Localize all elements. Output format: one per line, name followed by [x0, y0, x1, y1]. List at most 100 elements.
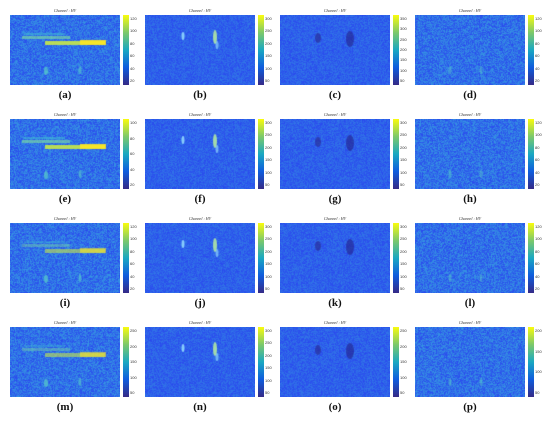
colorbar-tick-label: 120: [535, 224, 542, 229]
colorbar: [528, 15, 534, 85]
colorbar-tick-label: 40: [535, 273, 540, 279]
colorbar-tick-label: 50: [400, 78, 405, 83]
colorbar-tick-label: 40: [130, 166, 135, 172]
colorbar: [123, 223, 129, 293]
heatmap-image: [10, 327, 120, 397]
colorbar-tick-label: 100: [535, 132, 542, 138]
colorbar: [258, 327, 264, 397]
panel-title: Channel : HV: [458, 8, 482, 13]
heatmap-image: [280, 15, 390, 85]
colorbar-tick-label: 50: [400, 286, 405, 291]
panel-title: Channel : HV: [53, 320, 77, 325]
colorbar-tick-label: 60: [130, 261, 135, 267]
colorbar: [258, 119, 264, 189]
colorbar-tick-label: 120: [130, 16, 137, 21]
colorbar-tick-label: 200: [400, 47, 407, 52]
panel-title: Channel : HV: [458, 216, 482, 221]
colorbar-tick-label: 350: [400, 16, 407, 21]
colorbar-tick-label: 20: [130, 78, 135, 83]
colorbar-tick-label: 80: [535, 144, 540, 150]
colorbar-tick-label: 60: [535, 53, 540, 59]
subfigure-label: (h): [463, 193, 477, 205]
panel-title: Channel : HV: [188, 216, 212, 221]
subfigure-label: (n): [193, 401, 207, 413]
colorbar-ticks: 300 250 200 150 100 50: [265, 223, 279, 293]
colorbar-ticks: 300 250 200 150 100 50: [400, 119, 414, 189]
colorbar-tick-label: 50: [265, 78, 270, 83]
colorbar-tick-label: 300: [265, 328, 272, 333]
colorbar-tick-label: 20: [535, 286, 540, 291]
colorbar-tick-label: 50: [130, 390, 135, 395]
heatmap-image: [145, 327, 255, 397]
colorbar-tick-label: 60: [535, 261, 540, 267]
subfigure-label: (i): [59, 297, 71, 309]
colorbar-tick-label: 100: [535, 369, 542, 375]
panel-title: Channel : HV: [53, 216, 77, 221]
colorbar-tick-label: 250: [400, 132, 407, 138]
colorbar-tick-label: 80: [130, 135, 135, 141]
colorbar-tick-label: 60: [535, 157, 540, 163]
panel-i: Channel : HV 120 100 80 60 40 20 (i): [6, 216, 142, 320]
colorbar-tick-label: 100: [130, 120, 137, 125]
panel-g: Channel : HV 300 250 200 150 100 50 (g): [276, 112, 412, 216]
subfigure-label: (o): [328, 401, 342, 413]
colorbar-tick-label: 150: [265, 261, 272, 267]
colorbar-tick-label: 50: [265, 182, 270, 187]
colorbar-tick-label: 100: [400, 67, 407, 73]
panel-f: Channel : HV 300 250 200 150 100 50 (f): [141, 112, 277, 216]
subfigure-label: (g): [328, 193, 342, 205]
panel-title: Channel : HV: [323, 216, 347, 221]
colorbar-tick-label: 150: [535, 348, 542, 354]
panel-o: Channel : HV 250 200 150 100 50 (o): [276, 320, 412, 424]
colorbar-tick-label: 80: [130, 40, 135, 46]
heatmap-image: [415, 15, 525, 85]
colorbar-tick-label: 250: [265, 236, 272, 242]
colorbar-ticks: 120 100 80 60 40 20: [535, 223, 549, 293]
heatmap-image: [145, 119, 255, 189]
panel-j: Channel : HV 300 250 200 150 100 50 (j): [141, 216, 277, 320]
colorbar-tick-label: 300: [265, 16, 272, 21]
panel-k: Channel : HV 300 250 200 150 100 50 (k): [276, 216, 412, 320]
colorbar: [393, 327, 399, 397]
colorbar-tick-label: 20: [130, 182, 135, 187]
colorbar-tick-label: 250: [400, 236, 407, 242]
colorbar-ticks: 250 200 150 100 50: [130, 327, 144, 397]
colorbar-tick-label: 100: [265, 377, 272, 383]
heatmap-image: [10, 15, 120, 85]
colorbar-tick-label: 40: [535, 169, 540, 175]
panel-title: Channel : HV: [188, 8, 212, 13]
panel-title: Channel : HV: [323, 8, 347, 13]
colorbar: [393, 15, 399, 85]
subfigure-label: (m): [56, 401, 74, 413]
colorbar-tick-label: 120: [535, 16, 542, 21]
colorbar-tick-label: 150: [400, 359, 407, 364]
colorbar-tick-label: 150: [400, 261, 407, 267]
colorbar-tick-label: 20: [535, 78, 540, 83]
colorbar-ticks: 120 100 80 60 40 20: [130, 223, 144, 293]
colorbar-tick-label: 60: [130, 53, 135, 59]
colorbar-tick-label: 100: [400, 374, 407, 380]
colorbar-tick-label: 120: [130, 224, 137, 229]
colorbar-tick-label: 100: [130, 28, 137, 34]
heatmap-image: [415, 119, 525, 189]
subfigure-label: (k): [328, 297, 342, 309]
colorbar-tick-label: 20: [130, 286, 135, 291]
colorbar-tick-label: 80: [535, 248, 540, 254]
panel-title: Channel : HV: [53, 112, 77, 117]
panel-l: Channel : HV 120 100 80 60 40 20 (l): [411, 216, 547, 320]
heatmap-image: [415, 327, 525, 397]
colorbar-tick-label: 80: [130, 248, 135, 254]
panel-title: Channel : HV: [323, 320, 347, 325]
colorbar-tick-label: 150: [265, 53, 272, 59]
colorbar-tick-label: 150: [400, 57, 407, 63]
panel-a: Channel : HV 120 100 80 60 40 20 (a): [6, 8, 142, 112]
colorbar-ticks: 200 150 100 50: [535, 327, 549, 397]
colorbar-tick-label: 300: [265, 224, 272, 229]
colorbar: [528, 223, 534, 293]
heatmap-image: [280, 119, 390, 189]
colorbar-tick-label: 250: [265, 28, 272, 34]
colorbar-tick-label: 80: [535, 40, 540, 46]
heatmap-image: [415, 223, 525, 293]
panel-title: Channel : HV: [53, 8, 77, 13]
